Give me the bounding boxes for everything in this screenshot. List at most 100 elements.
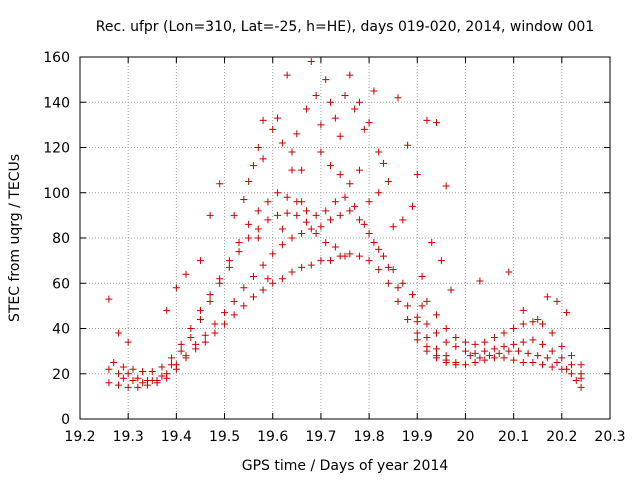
data-point [346, 207, 354, 215]
data-point [105, 365, 113, 373]
data-point [418, 272, 426, 280]
x-tick-label: 19.5 [209, 429, 240, 445]
data-point [563, 365, 571, 373]
data-point [245, 234, 253, 242]
x-tick-label: 20 [457, 429, 475, 445]
data-point [461, 347, 469, 355]
data-point [322, 239, 330, 247]
data-point [495, 349, 503, 357]
data-point [481, 347, 489, 355]
data-point [346, 71, 354, 79]
data-point [539, 320, 547, 328]
data-point [461, 338, 469, 346]
data-point [240, 284, 248, 292]
x-tick-label: 19.4 [161, 429, 192, 445]
data-point [380, 252, 388, 260]
data-point [163, 370, 171, 378]
data-point [375, 266, 383, 274]
x-tick-label: 19.6 [257, 429, 288, 445]
data-point [529, 358, 537, 366]
data-point [471, 358, 479, 366]
data-point [269, 250, 277, 258]
data-point [235, 239, 243, 247]
data-point [331, 198, 339, 206]
y-tick-label: 120 [43, 141, 70, 157]
data-point [452, 334, 460, 342]
data-point [534, 315, 542, 323]
data-point [452, 343, 460, 351]
data-point [221, 309, 229, 317]
data-point [283, 209, 291, 217]
data-point [567, 352, 575, 360]
data-point [298, 198, 306, 206]
x-tick-label: 20.1 [498, 429, 529, 445]
data-point [264, 275, 272, 283]
data-point [510, 356, 518, 364]
data-point [490, 345, 498, 353]
data-point [442, 338, 450, 346]
data-point [254, 234, 262, 242]
grid-lines [80, 57, 610, 419]
data-point [404, 302, 412, 310]
x-tick-label: 19.7 [305, 429, 336, 445]
data-point [249, 272, 257, 280]
data-point [327, 98, 335, 106]
y-tick-label: 20 [52, 367, 70, 383]
x-tick-label: 20.2 [546, 429, 577, 445]
data-point [225, 257, 233, 265]
data-point [510, 325, 518, 332]
data-point [437, 257, 445, 265]
data-point [553, 297, 561, 305]
data-point [481, 338, 489, 346]
data-point [302, 218, 310, 226]
data-point [433, 329, 441, 337]
data-point [211, 320, 219, 328]
data-point [105, 379, 113, 387]
data-point [375, 245, 383, 253]
data-point [355, 252, 363, 260]
data-point [278, 225, 286, 233]
data-point [240, 302, 248, 310]
data-point [500, 343, 508, 351]
data-point [115, 329, 123, 337]
data-point [510, 340, 518, 348]
data-point [288, 234, 296, 242]
data-point [336, 211, 344, 219]
data-point [543, 354, 551, 362]
data-point [461, 361, 469, 369]
data-point [351, 202, 359, 210]
data-point [307, 225, 315, 233]
data-point [288, 166, 296, 174]
data-point [254, 225, 262, 233]
data-point [216, 279, 224, 287]
data-point [500, 329, 508, 337]
data-point [240, 196, 248, 204]
data-point [274, 114, 282, 122]
data-point [124, 383, 132, 391]
data-point [442, 358, 450, 366]
data-point [519, 338, 527, 346]
data-point [476, 277, 484, 285]
data-point [423, 347, 431, 355]
data-point [413, 171, 421, 179]
data-point [331, 243, 339, 251]
data-point [452, 361, 460, 369]
data-point [447, 286, 455, 294]
data-point [312, 91, 320, 99]
data-point [355, 98, 363, 106]
data-point [370, 87, 378, 95]
data-point [384, 177, 392, 185]
data-point [519, 358, 527, 366]
data-point [394, 284, 402, 292]
data-point [375, 189, 383, 197]
data-point [341, 91, 349, 99]
data-point [312, 211, 320, 219]
y-tick-label: 60 [52, 276, 70, 292]
data-point [567, 370, 575, 378]
data-point [134, 374, 142, 382]
data-point [119, 374, 127, 382]
x-tick-label: 19.2 [64, 429, 95, 445]
data-point [389, 266, 397, 274]
data-point [269, 125, 277, 133]
data-point [577, 370, 585, 378]
